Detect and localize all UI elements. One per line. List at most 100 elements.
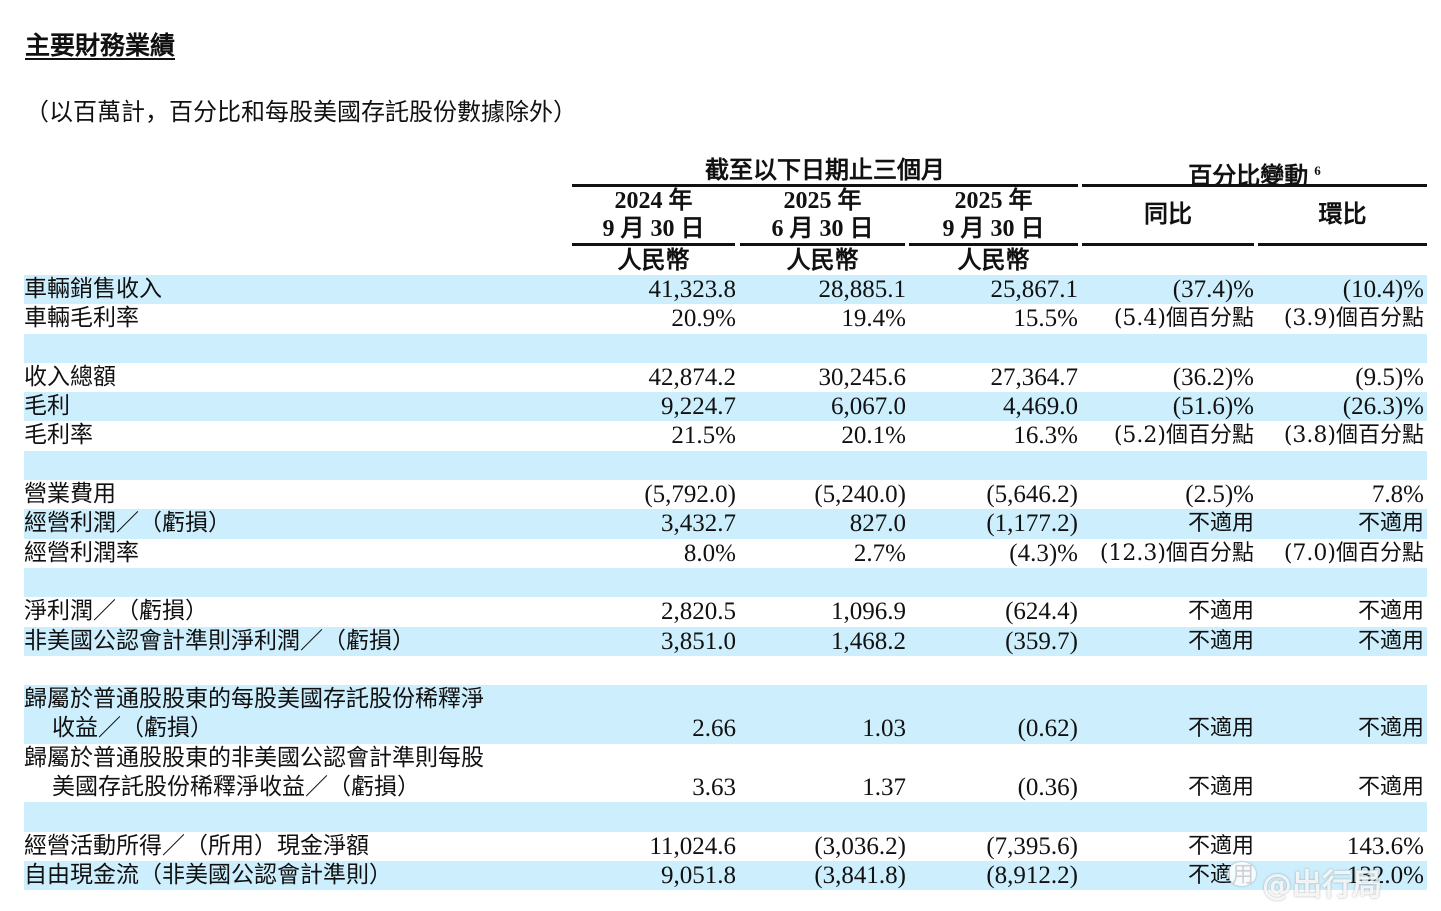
header-rule [1082, 184, 1427, 187]
header-rule [740, 243, 905, 246]
period-year: 2025 年 [954, 188, 1033, 214]
row-label-line2: 美國存託股份稀釋淨收益／（虧損） [52, 773, 420, 800]
cell: 1,468.2 [831, 627, 906, 655]
currency-label: 人民幣 [617, 248, 690, 274]
cell: 20.1% [841, 422, 906, 450]
period-group-header: 截至以下日期止三個月 [705, 158, 945, 184]
cell: (3,036.2) [814, 832, 906, 860]
cell: 9,051.8 [661, 861, 736, 889]
currency-label: 人民幣 [957, 248, 1030, 274]
row-label: 車輛銷售收入 [24, 276, 162, 302]
cell: (51.6)% [1172, 393, 1254, 421]
cell: 不適用 [1187, 716, 1254, 742]
cell: (624.4) [1005, 598, 1078, 626]
cell: 不適用 [1357, 599, 1424, 625]
cell: 6,067.0 [831, 393, 906, 421]
cell: 30,245.6 [818, 363, 907, 391]
cell: 27,364.7 [990, 363, 1079, 391]
row-label: 經營活動所得／（所用）現金淨額 [24, 832, 369, 859]
cell: (7.0)個百分點 [1283, 540, 1424, 566]
spacer-row [24, 450, 1427, 481]
table-row: 經營利潤／（虧損） 3,432.7 827.0 (1,177.2) 不適用 不適… [24, 509, 1427, 539]
cell: (4.3)% [1009, 539, 1078, 567]
spacer-row [24, 333, 1427, 363]
cell: (5,646.2) [986, 481, 1078, 509]
header-rule [909, 243, 1078, 246]
cell: 9,224.7 [661, 393, 736, 421]
cell: (3,841.8) [814, 861, 906, 889]
row-label: 經營利潤／（虧損） [24, 510, 231, 537]
cell: 不適用 [1187, 775, 1254, 801]
cell: 19.4% [841, 305, 906, 333]
cell: (5.2)個百分點 [1113, 423, 1254, 449]
row-label-line2: 收益／（虧損） [52, 715, 213, 742]
cell: (5.4)個百分點 [1113, 306, 1254, 332]
cell: 28,885.1 [818, 276, 907, 303]
header-rule [572, 184, 1078, 187]
table-row: 收入總額 42,874.2 30,245.6 27,364.7 (36.2)% … [24, 363, 1427, 392]
row-label: 歸屬於普通股股東的每股美國存託股份稀釋淨 收益／（虧損） [24, 685, 484, 743]
row-label: 收入總額 [24, 363, 116, 390]
table-row: 自由現金流（非美國公認會計準則） 9,051.8 (3,841.8) (8,91… [24, 860, 1427, 891]
cell: (5,792.0) [644, 481, 736, 509]
cell: (26.3)% [1342, 393, 1424, 421]
row-label-line1: 歸屬於普通股股東的每股美國存託股份稀釋淨 [24, 686, 484, 713]
cell: 不適用 [1187, 599, 1254, 625]
financial-table: 車輛銷售收入 41,323.8 28,885.1 25,867.1 (37.4)… [24, 275, 1427, 891]
cell: 不適用 [1357, 775, 1424, 801]
cell: 3,432.7 [661, 510, 736, 538]
row-label: 自由現金流（非美國公認會計準則） [24, 861, 392, 888]
row-label: 歸屬於普通股股東的非美國公認會計準則每股 美國存託股份稀釋淨收益／（虧損） [24, 744, 484, 802]
table-row: 歸屬於普通股股東的每股美國存託股份稀釋淨 收益／（虧損） 2.66 1.03 (0… [24, 685, 1427, 744]
table-row: 經營利潤率 8.0% 2.7% (4.3)% (12.3)個百分點 (7.0)個… [24, 539, 1427, 568]
cell: (1,177.2) [986, 510, 1078, 538]
row-label: 車輛毛利率 [24, 305, 139, 332]
cell: (5,240.0) [814, 481, 906, 509]
period-year: 2025 年 [783, 188, 862, 214]
cell: 1.03 [862, 715, 906, 743]
period-header-2: 2025 年 6 月 30 日 [740, 187, 905, 243]
units-note: （以百萬計，百分比和每股美國存託股份數據除外） [25, 98, 577, 126]
currency-label: 人民幣 [786, 248, 859, 274]
cell: (37.4)% [1172, 276, 1254, 303]
cell: 42,874.2 [648, 363, 737, 391]
table-row: 車輛銷售收入 41,323.8 28,885.1 25,867.1 (37.4)… [24, 275, 1427, 305]
cell: 25,867.1 [990, 276, 1079, 303]
table-row: 車輛毛利率 20.9% 19.4% 15.5% (5.4)個百分點 (3.9)個… [24, 304, 1427, 333]
cell: (9.5)% [1355, 363, 1424, 391]
cell: (3.8)個百分點 [1283, 423, 1424, 449]
cell: (3.9)個百分點 [1283, 306, 1424, 332]
row-label: 淨利潤／（虧損） [24, 598, 208, 625]
cell: 8.0% [683, 539, 736, 567]
cell: 16.3% [1013, 422, 1078, 450]
cell: 1.37 [862, 774, 906, 802]
row-label: 經營利潤率 [24, 539, 139, 566]
qoq-header: 環比 [1318, 202, 1367, 228]
yoy-header: 同比 [1144, 202, 1192, 228]
section-title: 主要財務業績 [25, 31, 176, 60]
table-row: 淨利潤／（虧損） 2,820.5 1,096.9 (624.4) 不適用 不適用 [24, 597, 1427, 626]
period-year: 2024 年 [614, 188, 693, 214]
cell: 143.6% [1346, 832, 1424, 860]
cell: 不適用 [1187, 628, 1254, 654]
spacer-row [24, 567, 1427, 598]
table-row: 經營活動所得／（所用）現金淨額 11,024.6 (3,036.2) (7,39… [24, 832, 1427, 861]
row-label-line1: 歸屬於普通股股東的非美國公認會計準則每股 [24, 744, 484, 771]
cell: 不適用 [1357, 628, 1424, 654]
cell: (2.5)% [1185, 481, 1254, 509]
period-date: 9 月 30 日 [942, 216, 1045, 242]
cell: (36.2)% [1172, 363, 1254, 391]
header-rule [1082, 243, 1254, 246]
cell: 11,024.6 [649, 832, 736, 860]
weibo-logo-icon [1228, 862, 1256, 886]
row-label: 毛利率 [24, 422, 93, 449]
period-date: 9 月 30 日 [602, 216, 705, 242]
cell: 3,851.0 [661, 627, 736, 655]
cell: (10.4)% [1342, 276, 1424, 303]
cell: 3.63 [692, 774, 736, 802]
cell: 2.7% [853, 539, 906, 567]
cell: 2.66 [692, 715, 736, 743]
cell: 21.5% [671, 422, 736, 450]
table-row: 歸屬於普通股股東的非美國公認會計準則每股 美國存託股份稀釋淨收益／（虧損） 3.6… [24, 744, 1427, 803]
cell: 不適用 [1357, 511, 1424, 537]
